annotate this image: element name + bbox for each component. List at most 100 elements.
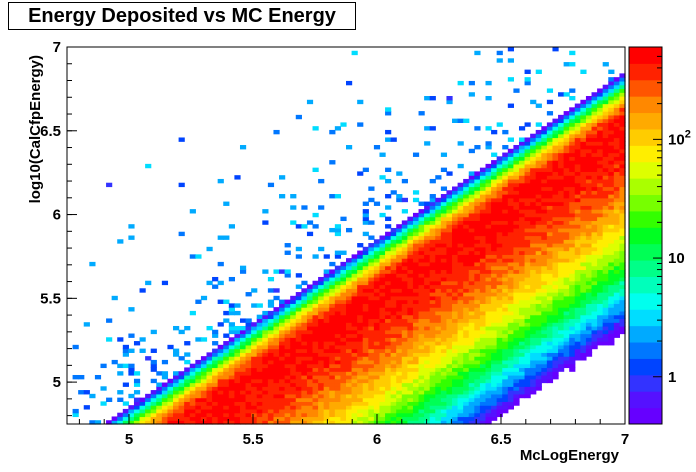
heatmap-cell bbox=[569, 265, 576, 271]
heatmap-cell bbox=[106, 182, 113, 188]
heatmap-cell bbox=[239, 412, 247, 418]
heatmap-cell bbox=[295, 322, 302, 327]
heatmap-cell bbox=[139, 412, 146, 418]
heatmap-cell bbox=[457, 397, 464, 402]
heatmap-cell bbox=[329, 295, 336, 301]
heatmap-cell bbox=[418, 356, 425, 361]
heatmap-cell bbox=[585, 133, 593, 139]
heatmap-cell bbox=[418, 405, 425, 410]
heatmap-cell bbox=[479, 401, 487, 406]
heatmap-cell bbox=[390, 378, 397, 384]
heatmap-cell bbox=[468, 329, 475, 335]
heatmap-cell bbox=[602, 288, 609, 293]
heatmap-cell bbox=[619, 243, 626, 248]
heatmap-cell bbox=[463, 401, 470, 406]
heatmap-cell bbox=[530, 337, 537, 342]
heatmap-cell bbox=[273, 386, 280, 391]
heatmap-cell bbox=[446, 412, 453, 418]
heatmap-cell bbox=[463, 280, 470, 286]
heatmap-cell bbox=[479, 288, 487, 293]
heatmap-cell bbox=[569, 258, 576, 263]
heatmap-cell bbox=[463, 344, 470, 350]
heatmap-cell bbox=[591, 314, 598, 320]
heatmap-cell bbox=[613, 292, 621, 297]
heatmap-cell bbox=[474, 254, 481, 259]
heatmap-cell bbox=[569, 227, 576, 233]
heatmap-cell bbox=[585, 325, 593, 331]
heatmap-cell bbox=[435, 367, 442, 372]
heatmap-cell bbox=[608, 243, 615, 248]
heatmap-cell bbox=[189, 363, 196, 369]
heatmap-cell bbox=[373, 243, 381, 248]
heatmap-cell bbox=[401, 288, 408, 293]
heatmap-cell bbox=[396, 386, 403, 391]
heatmap-cell bbox=[569, 224, 576, 229]
heatmap-cell bbox=[613, 209, 621, 214]
heatmap-cell bbox=[351, 348, 358, 353]
heatmap-cell bbox=[591, 318, 598, 323]
heatmap-cell bbox=[122, 412, 129, 418]
heatmap-cell bbox=[513, 273, 520, 278]
heatmap-cell bbox=[273, 378, 280, 384]
heatmap-cell bbox=[574, 261, 581, 267]
heatmap-cell bbox=[306, 220, 314, 225]
heatmap-cell bbox=[368, 197, 375, 203]
heatmap-cell bbox=[429, 292, 436, 297]
heatmap-cell bbox=[435, 201, 442, 206]
heatmap-cell bbox=[524, 194, 531, 199]
heatmap-cell bbox=[513, 167, 520, 173]
heatmap-cell bbox=[228, 367, 235, 372]
heatmap-cell bbox=[530, 295, 537, 301]
heatmap-cell bbox=[563, 118, 570, 123]
heatmap-cell bbox=[535, 156, 542, 161]
heatmap-cell bbox=[485, 209, 492, 214]
heatmap-cell bbox=[580, 171, 587, 176]
heatmap-cell bbox=[212, 374, 219, 380]
heatmap-cell bbox=[491, 386, 498, 391]
heatmap-cell bbox=[580, 111, 587, 116]
heatmap-cell bbox=[284, 359, 291, 365]
heatmap-cell bbox=[424, 416, 431, 421]
heatmap-cell bbox=[541, 145, 548, 150]
heatmap-cell bbox=[496, 288, 503, 293]
heatmap-cell bbox=[602, 129, 609, 135]
heatmap-cell bbox=[385, 307, 392, 312]
heatmap-cell bbox=[524, 322, 531, 327]
heatmap-cell bbox=[401, 420, 408, 425]
heatmap-cell bbox=[597, 292, 604, 297]
heatmap-cell bbox=[491, 397, 498, 402]
heatmap-cell bbox=[563, 114, 570, 120]
heatmap-cell bbox=[457, 322, 464, 327]
heatmap-cell bbox=[217, 178, 224, 184]
heatmap-cell bbox=[535, 333, 542, 338]
heatmap-cell bbox=[541, 126, 548, 131]
heatmap-cell bbox=[569, 178, 576, 184]
heatmap-cell bbox=[295, 412, 302, 418]
heatmap-cell bbox=[435, 258, 442, 263]
heatmap-cell bbox=[457, 261, 464, 267]
heatmap-cell bbox=[558, 310, 565, 316]
heatmap-cell bbox=[569, 367, 576, 372]
heatmap-cell bbox=[513, 401, 520, 406]
heatmap-cell bbox=[468, 265, 475, 271]
heatmap-cell bbox=[440, 310, 448, 316]
heatmap-cell bbox=[569, 322, 576, 327]
heatmap-cell bbox=[530, 382, 537, 387]
heatmap-cell bbox=[479, 341, 487, 346]
heatmap-cell bbox=[502, 405, 509, 410]
heatmap-cell bbox=[440, 243, 448, 248]
heatmap-cell bbox=[513, 299, 520, 304]
heatmap-cell bbox=[485, 141, 492, 146]
heatmap-cell bbox=[440, 220, 448, 225]
heatmap-cell bbox=[619, 182, 626, 188]
heatmap-cell bbox=[334, 401, 342, 406]
heatmap-cell bbox=[368, 280, 375, 286]
heatmap-cell bbox=[463, 337, 470, 342]
heatmap-cell bbox=[546, 265, 554, 271]
heatmap-cell bbox=[597, 265, 604, 271]
heatmap-cell bbox=[262, 333, 269, 338]
heatmap-cell bbox=[530, 390, 537, 395]
heatmap-cell bbox=[491, 261, 498, 267]
heatmap-cell bbox=[357, 280, 364, 286]
heatmap-cell bbox=[334, 265, 342, 271]
